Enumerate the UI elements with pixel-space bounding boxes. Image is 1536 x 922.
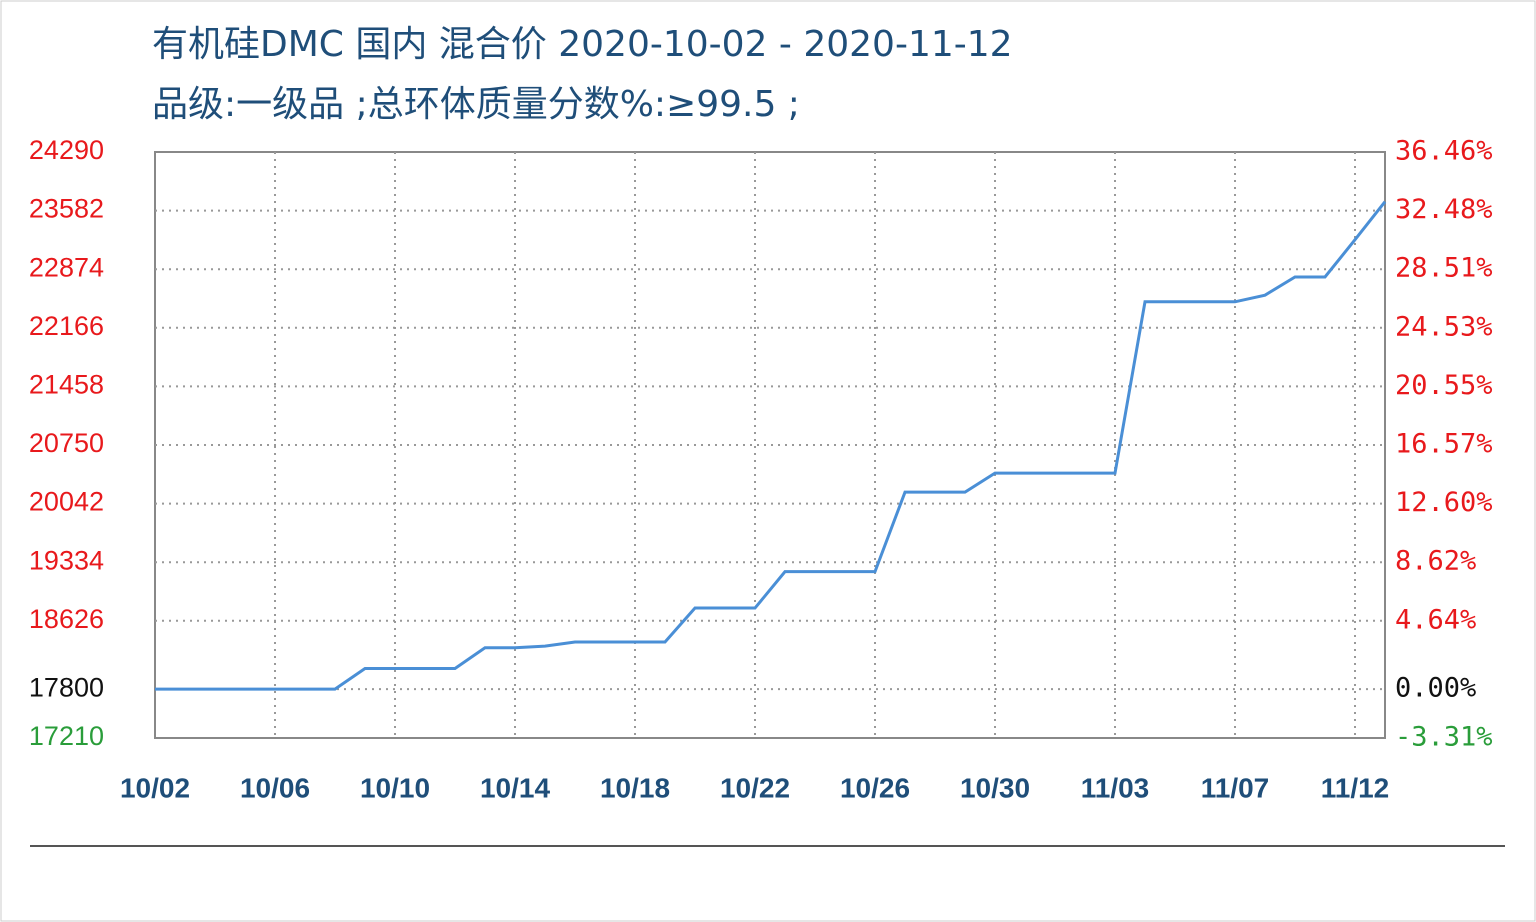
y-tick-label: 21458 [29,370,104,400]
y2-tick-label: 32.48% [1395,194,1493,225]
chart-title: 有机硅DMC 国内 混合价 2020-10-02 - 2020-11-12 [152,24,1013,65]
y2-tick-label: -3.31% [1395,722,1493,753]
y2-tick-label: 24.53% [1395,311,1493,342]
line [155,200,1387,691]
x-tick-label: 10/06 [240,772,310,803]
x-tick-label: 10/18 [600,772,670,803]
y-tick-label: 22874 [29,252,104,282]
y-tick-label: 20042 [29,487,104,517]
x-tick-label: 10/02 [120,772,190,803]
y-tick-label: 17210 [29,721,104,751]
y-tick-label: 17800 [29,672,104,702]
x-tick-label: 11/12 [1321,772,1390,803]
chart-subtitle: 品级:一级品 ;总环体质量分数%:≥99.5 ; [152,84,800,125]
x-tick-label: 10/10 [360,772,430,803]
y-tick-label: 22166 [29,311,104,341]
y2-tick-label: 16.57% [1395,429,1493,460]
x-tick-label: 10/14 [480,772,550,803]
y2-tick-label: 12.60% [1395,487,1493,518]
x-tick-label: 10/26 [840,772,910,803]
y-tick-label: 20750 [29,428,104,458]
x-tick-label: 11/07 [1201,772,1270,803]
y2-tick-label: 20.55% [1395,370,1493,401]
y-tick-label: 18626 [29,604,104,634]
y2-tick-label: 36.46% [1395,136,1493,167]
y-tick-label: 24290 [29,135,104,165]
y2-tick-label: 4.64% [1395,604,1476,635]
y-tick-label: 23582 [29,194,104,224]
y2-tick-label: 28.51% [1395,253,1493,284]
y-tick-label: 19334 [29,545,104,575]
x-tick-label: 10/22 [720,772,790,803]
x-tick-label: 11/03 [1081,772,1150,803]
x-tick-label: 10/30 [960,772,1030,803]
y2-tick-label: 8.62% [1395,546,1476,577]
y2-tick-label: 0.00% [1395,673,1476,704]
